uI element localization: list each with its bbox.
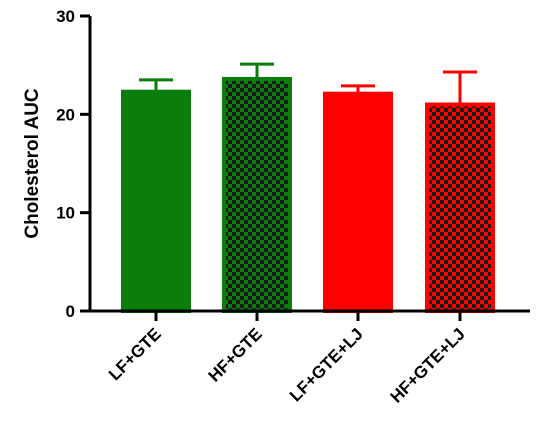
x-tick-label: HF+GTE [205,324,266,385]
error-bars-group [139,62,477,105]
x-tick-label: HF+GTE+LJ [387,324,469,406]
bar-lf-gte-lj [323,91,393,313]
x-tick-label: LF+GTE+LJ [286,324,367,405]
bar-hf-gte [222,76,292,313]
y-tick-label: 30 [56,7,75,26]
y-tick-label: 0 [66,302,75,321]
y-tick-label: 20 [56,105,75,124]
y-tick-label: 10 [56,204,75,223]
x-axis-ticks: LF+GTE HF+GTE LF+GTE+LJ HF+GTE+LJ [105,311,469,407]
bar-hf-gte-lj [425,102,495,313]
bars-group [121,76,495,314]
y-axis-title: Cholesterol AUC [22,88,43,239]
bar-lf-gte [121,89,191,314]
y-axis-ticks: 0 10 20 30 [56,7,90,321]
x-tick-label: LF+GTE [105,324,165,384]
